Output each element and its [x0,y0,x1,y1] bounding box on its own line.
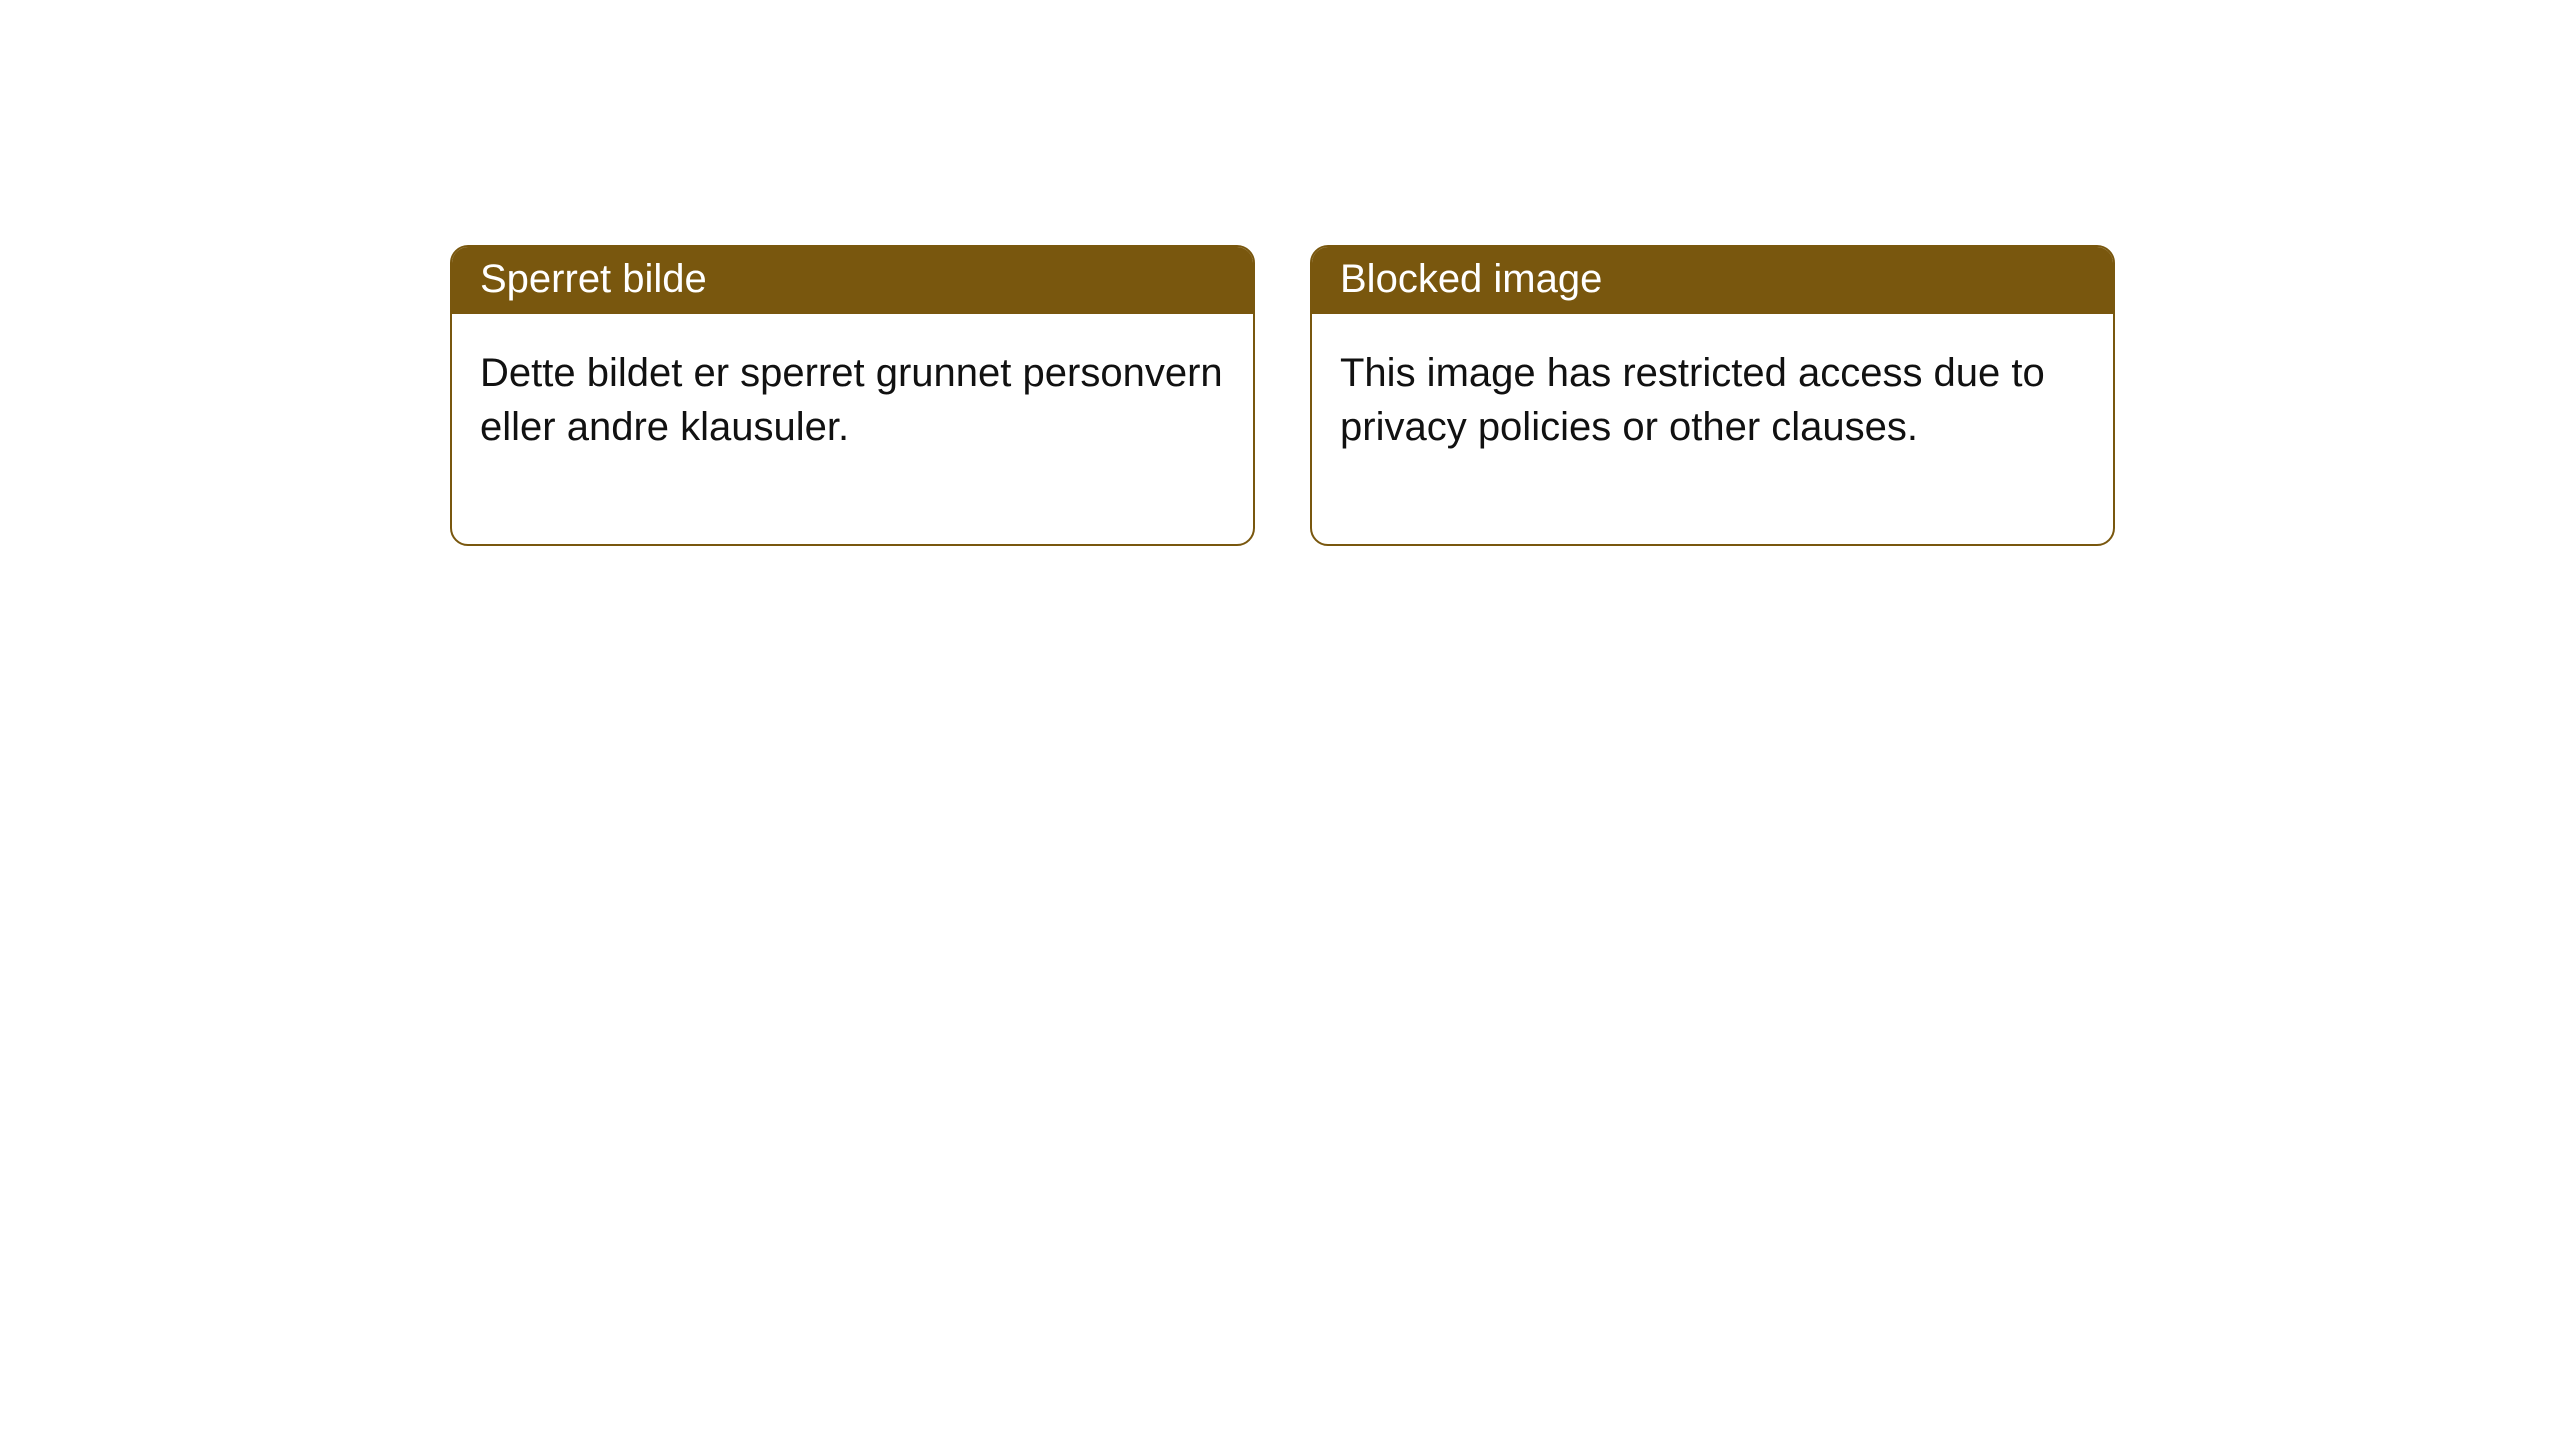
notice-card-no: Sperret bilde Dette bildet er sperret gr… [450,245,1255,546]
notice-container: Sperret bilde Dette bildet er sperret gr… [450,245,2115,546]
notice-card-en-title: Blocked image [1312,247,2113,314]
notice-card-no-title: Sperret bilde [452,247,1253,314]
notice-card-no-body: Dette bildet er sperret grunnet personve… [452,314,1253,544]
notice-card-en: Blocked image This image has restricted … [1310,245,2115,546]
notice-card-en-body: This image has restricted access due to … [1312,314,2113,544]
